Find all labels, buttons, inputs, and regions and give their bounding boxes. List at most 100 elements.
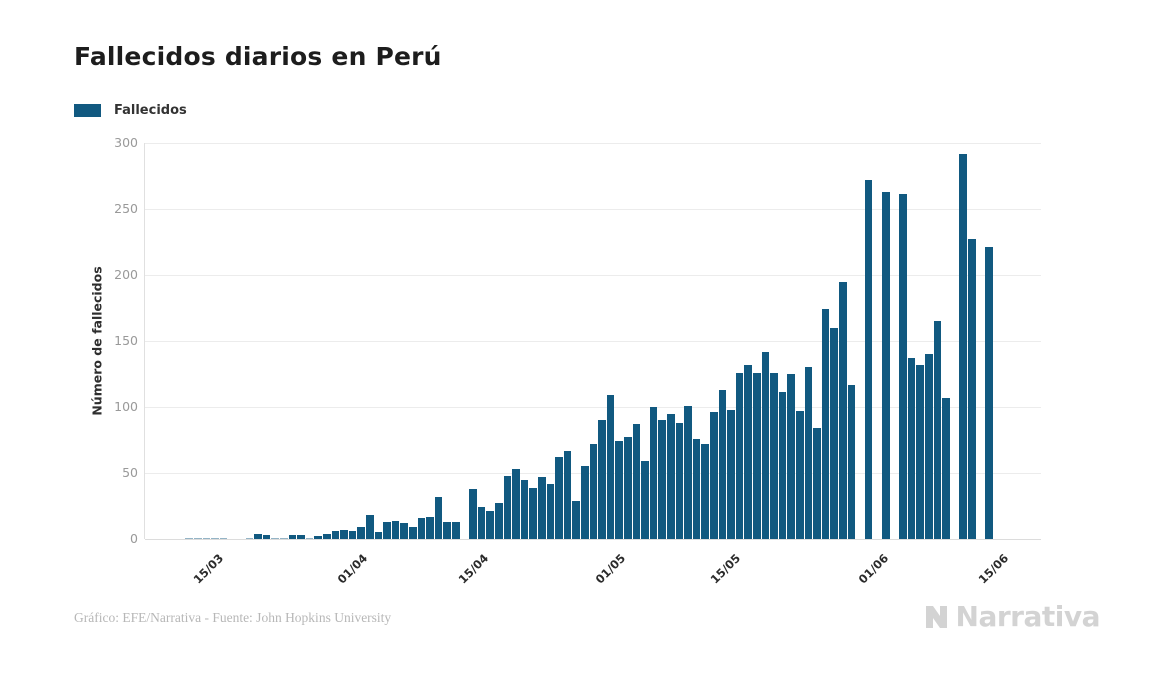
bar[interactable]	[512, 469, 520, 539]
bar[interactable]	[589, 443, 598, 539]
bar[interactable]	[391, 520, 400, 539]
x-tick-label-15-04: 15/04	[455, 551, 491, 587]
bar[interactable]	[753, 372, 761, 539]
bar[interactable]	[331, 531, 340, 539]
x-tick-label-15-03: 15/03	[190, 551, 227, 587]
narrativa-logo-icon	[925, 605, 947, 628]
bar[interactable]	[520, 479, 529, 539]
legend-item-fallecidos[interactable]: Fallecidos	[74, 103, 187, 118]
bar[interactable]	[486, 511, 495, 539]
bar[interactable]	[426, 516, 434, 539]
bar[interactable]	[933, 321, 942, 539]
bar[interactable]	[658, 420, 667, 539]
bar[interactable]	[847, 384, 856, 539]
bar[interactable]	[925, 354, 933, 539]
bar[interactable]	[434, 496, 443, 539]
bar[interactable]	[546, 483, 555, 539]
bar[interactable]	[366, 515, 374, 539]
bar[interactable]	[495, 503, 503, 539]
bar[interactable]	[374, 532, 383, 539]
bar[interactable]	[606, 395, 615, 539]
bar[interactable]	[882, 191, 890, 539]
bar[interactable]	[529, 487, 538, 539]
bar[interactable]	[667, 413, 675, 539]
bar[interactable]	[357, 527, 366, 539]
bar[interactable]	[624, 437, 632, 539]
bar[interactable]	[830, 327, 839, 539]
bar[interactable]	[555, 457, 563, 539]
bar[interactable]	[649, 407, 658, 539]
bar[interactable]	[219, 537, 228, 539]
bar[interactable]	[288, 535, 297, 539]
bar[interactable]	[194, 537, 202, 539]
bar[interactable]	[916, 364, 925, 539]
bar[interactable]	[581, 466, 589, 539]
y-tick-label-150: 150	[114, 333, 138, 348]
y-axis-labels: 0 50 100 150 200 250 300	[96, 135, 138, 546]
y-tick-label-300: 300	[114, 135, 138, 150]
bar[interactable]	[985, 247, 993, 539]
bar[interactable]	[563, 450, 572, 539]
bar[interactable]	[701, 443, 710, 539]
bar[interactable]	[778, 392, 787, 539]
bar[interactable]	[735, 372, 744, 539]
bar[interactable]	[864, 179, 873, 539]
bar[interactable]	[796, 410, 804, 539]
bar[interactable]	[675, 422, 684, 539]
bar[interactable]	[452, 521, 460, 539]
bar[interactable]	[632, 424, 641, 539]
bar[interactable]	[718, 389, 727, 539]
bar[interactable]	[770, 372, 778, 539]
bar[interactable]	[185, 537, 194, 539]
bar[interactable]	[271, 537, 280, 539]
source-credit: Gráfico: EFE/Narrativa - Fuente: John Ho…	[74, 610, 392, 625]
gridline-300	[145, 143, 1041, 144]
bar[interactable]	[409, 527, 417, 539]
bar[interactable]	[383, 521, 391, 539]
bar[interactable]	[280, 537, 288, 539]
bar[interactable]	[968, 239, 976, 539]
bar[interactable]	[211, 537, 219, 539]
bar[interactable]	[761, 351, 770, 539]
bar[interactable]	[787, 374, 796, 539]
bar[interactable]	[538, 476, 546, 539]
bar[interactable]	[254, 533, 262, 539]
bar[interactable]	[598, 420, 606, 539]
bar[interactable]	[417, 517, 426, 539]
bar[interactable]	[340, 529, 348, 539]
bar[interactable]	[477, 507, 486, 539]
bar[interactable]	[443, 521, 452, 539]
y-tick-label-50: 50	[122, 465, 138, 480]
bar[interactable]	[804, 367, 813, 539]
bar[interactable]	[942, 397, 950, 539]
bar[interactable]	[641, 461, 649, 539]
legend-swatch	[74, 104, 101, 117]
bar[interactable]	[323, 533, 331, 539]
bar[interactable]	[503, 475, 512, 539]
bar[interactable]	[262, 535, 271, 539]
bar[interactable]	[245, 537, 254, 539]
bar[interactable]	[684, 405, 692, 539]
bar[interactable]	[202, 537, 211, 539]
y-tick-label-100: 100	[114, 399, 138, 414]
bar[interactable]	[400, 523, 409, 539]
bar[interactable]	[305, 537, 314, 539]
bar[interactable]	[710, 412, 718, 539]
bar[interactable]	[899, 194, 907, 539]
bar[interactable]	[297, 535, 305, 539]
bar[interactable]	[469, 488, 477, 539]
bar[interactable]	[348, 531, 357, 539]
gridline-100	[145, 407, 1041, 408]
bar[interactable]	[314, 536, 323, 539]
bar[interactable]	[839, 281, 847, 539]
bar[interactable]	[821, 309, 830, 539]
bar[interactable]	[692, 438, 701, 539]
bar[interactable]	[572, 500, 581, 539]
bar[interactable]	[907, 358, 916, 539]
bar[interactable]	[744, 364, 753, 539]
bar[interactable]	[813, 428, 821, 539]
bar[interactable]	[615, 441, 624, 539]
bar[interactable]	[727, 409, 735, 539]
bar[interactable]	[959, 153, 968, 539]
